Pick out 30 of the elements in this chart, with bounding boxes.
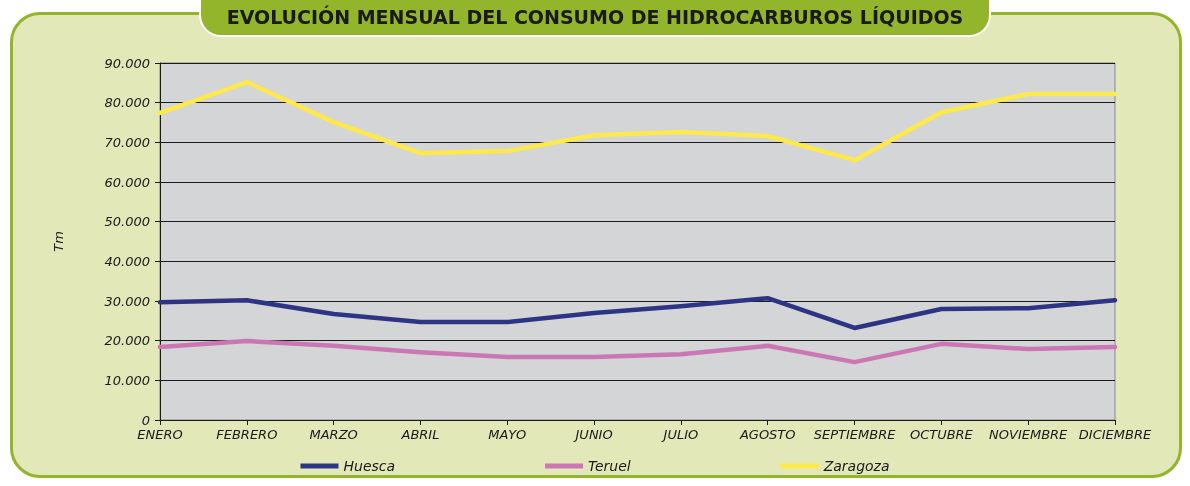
x-tick-label: MAYO <box>488 427 527 442</box>
x-tick-label: JUNIO <box>572 427 613 442</box>
x-tick-label: SEPTIEMBRE <box>813 427 897 442</box>
x-tick-label: MARZO <box>309 427 358 442</box>
y-axis-title: Tm <box>51 231 66 252</box>
x-tick-label: JULIO <box>660 427 699 442</box>
legend-label: Huesca <box>343 458 396 474</box>
x-tick-label: ENERO <box>137 427 183 442</box>
y-tick-label: 30.000 <box>104 293 150 309</box>
y-tick-label: 10.000 <box>104 372 150 388</box>
legend-label: Teruel <box>588 458 631 474</box>
line-series <box>157 295 1118 331</box>
y-tick-label: 20.000 <box>104 333 150 349</box>
x-tick-label: OCTUBRE <box>909 427 974 442</box>
y-tick-label: 60.000 <box>104 174 150 190</box>
y-tick-label: 80.000 <box>104 95 150 111</box>
x-tick-label: AGOSTO <box>738 427 796 442</box>
legend-label: Zaragoza <box>822 458 890 474</box>
x-tick-label: NOVIEMBRE <box>989 427 1069 442</box>
x-tick-label: FEBRERO <box>216 427 278 442</box>
x-tick-label: ABRIL <box>400 427 440 442</box>
y-tick-label: 0 <box>141 412 150 428</box>
x-tick-label: DICIEMBRE <box>1078 427 1152 442</box>
line-series <box>157 338 1118 365</box>
y-tick-label: 70.000 <box>104 134 150 150</box>
line-series <box>157 79 1118 163</box>
y-tick-label: 40.000 <box>104 253 150 269</box>
y-tick-label: 50.000 <box>104 214 150 230</box>
chart-title: EVOLUCIÓN MENSUAL DEL CONSUMO DE HIDROCARBUROS LÍQUIDOS <box>198 0 992 37</box>
y-tick-label: 90.000 <box>104 55 150 71</box>
